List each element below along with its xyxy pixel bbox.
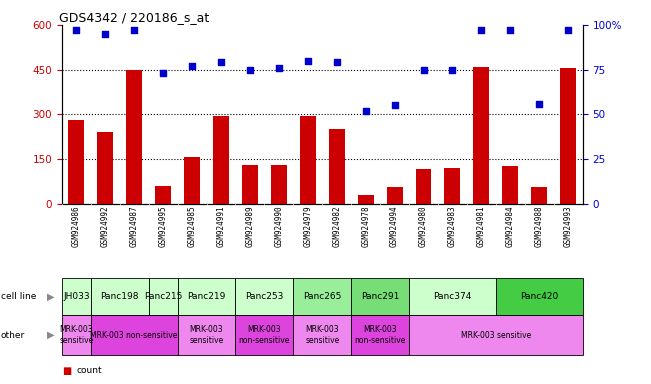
Bar [445, 168, 460, 204]
Point [361, 108, 371, 114]
Bar [294, 315, 351, 355]
Bar [531, 187, 547, 204]
Text: MRK-003
non-sensitive: MRK-003 non-sensitive [354, 325, 406, 345]
Point [447, 66, 458, 73]
Text: GSM924981: GSM924981 [477, 206, 486, 247]
Text: GSM924985: GSM924985 [187, 206, 197, 247]
Text: Panc219: Panc219 [187, 292, 226, 301]
Text: GSM924980: GSM924980 [419, 206, 428, 247]
Bar [387, 187, 402, 204]
Point [129, 27, 139, 33]
Bar [351, 315, 409, 355]
Text: GSM924988: GSM924988 [534, 206, 544, 247]
Text: Panc215: Panc215 [144, 292, 182, 301]
Point [476, 27, 486, 33]
Point [158, 70, 169, 76]
Text: GSM924982: GSM924982 [332, 206, 341, 247]
Text: count: count [76, 366, 102, 375]
Bar [294, 278, 351, 315]
Bar [409, 315, 583, 355]
Bar [271, 165, 287, 204]
Bar [496, 278, 583, 315]
Text: GSM924984: GSM924984 [506, 206, 515, 247]
Text: MRK-003 non-sensitive: MRK-003 non-sensitive [90, 331, 178, 339]
Bar [473, 67, 490, 204]
Point [563, 27, 574, 33]
Text: MRK-003
sensitive: MRK-003 sensitive [189, 325, 224, 345]
Text: GDS4342 / 220186_s_at: GDS4342 / 220186_s_at [59, 11, 210, 24]
Text: GSM924978: GSM924978 [361, 206, 370, 247]
Text: Panc253: Panc253 [245, 292, 284, 301]
Point [245, 66, 255, 73]
Text: Panc291: Panc291 [361, 292, 399, 301]
Bar [90, 278, 148, 315]
Text: MRK-003 sensitive: MRK-003 sensitive [461, 331, 531, 339]
Text: other: other [1, 331, 25, 339]
Bar [561, 68, 576, 204]
Bar [178, 278, 236, 315]
Bar [357, 195, 374, 204]
Point [215, 60, 226, 66]
Bar [415, 169, 432, 204]
Bar [329, 129, 344, 204]
Text: GSM924992: GSM924992 [101, 206, 110, 247]
Bar [300, 116, 316, 204]
Text: ▶: ▶ [47, 291, 55, 302]
Point [303, 58, 313, 64]
Text: Panc374: Panc374 [434, 292, 471, 301]
Bar [351, 278, 409, 315]
Point [389, 102, 400, 108]
Text: MRK-003
non-sensitive: MRK-003 non-sensitive [239, 325, 290, 345]
Point [71, 27, 81, 33]
Text: GSM924990: GSM924990 [274, 206, 283, 247]
Point [273, 65, 284, 71]
Bar [148, 278, 178, 315]
Text: GSM924991: GSM924991 [217, 206, 225, 247]
Bar [236, 315, 294, 355]
Text: ■: ■ [62, 366, 71, 376]
Bar [236, 278, 294, 315]
Point [534, 101, 544, 107]
Bar [242, 165, 258, 204]
Bar [184, 157, 200, 204]
Text: GSM924993: GSM924993 [564, 206, 573, 247]
Text: MRK-003
sensitive: MRK-003 sensitive [305, 325, 339, 345]
Text: GSM924987: GSM924987 [130, 206, 139, 247]
Bar [68, 120, 84, 204]
Bar [126, 70, 142, 204]
Text: Panc265: Panc265 [303, 292, 341, 301]
Point [100, 31, 111, 37]
Bar [503, 166, 518, 204]
Point [331, 60, 342, 66]
Text: GSM924994: GSM924994 [390, 206, 399, 247]
Point [505, 27, 516, 33]
Text: cell line: cell line [1, 292, 36, 301]
Text: GSM924995: GSM924995 [159, 206, 167, 247]
Text: GSM924989: GSM924989 [245, 206, 255, 247]
Text: ▶: ▶ [47, 330, 55, 340]
Text: JH033: JH033 [63, 292, 90, 301]
Bar [178, 315, 236, 355]
Text: GSM924983: GSM924983 [448, 206, 457, 247]
Bar [62, 278, 90, 315]
Text: MRK-003
sensitive: MRK-003 sensitive [59, 325, 94, 345]
Point [187, 63, 197, 69]
Bar [62, 315, 90, 355]
Bar [90, 315, 178, 355]
Bar [213, 116, 229, 204]
Text: GSM924986: GSM924986 [72, 206, 81, 247]
Text: GSM924979: GSM924979 [303, 206, 312, 247]
Point [419, 66, 429, 73]
Bar [97, 132, 113, 204]
Bar [409, 278, 496, 315]
Text: Panc198: Panc198 [100, 292, 139, 301]
Bar [155, 186, 171, 204]
Text: Panc420: Panc420 [520, 292, 559, 301]
